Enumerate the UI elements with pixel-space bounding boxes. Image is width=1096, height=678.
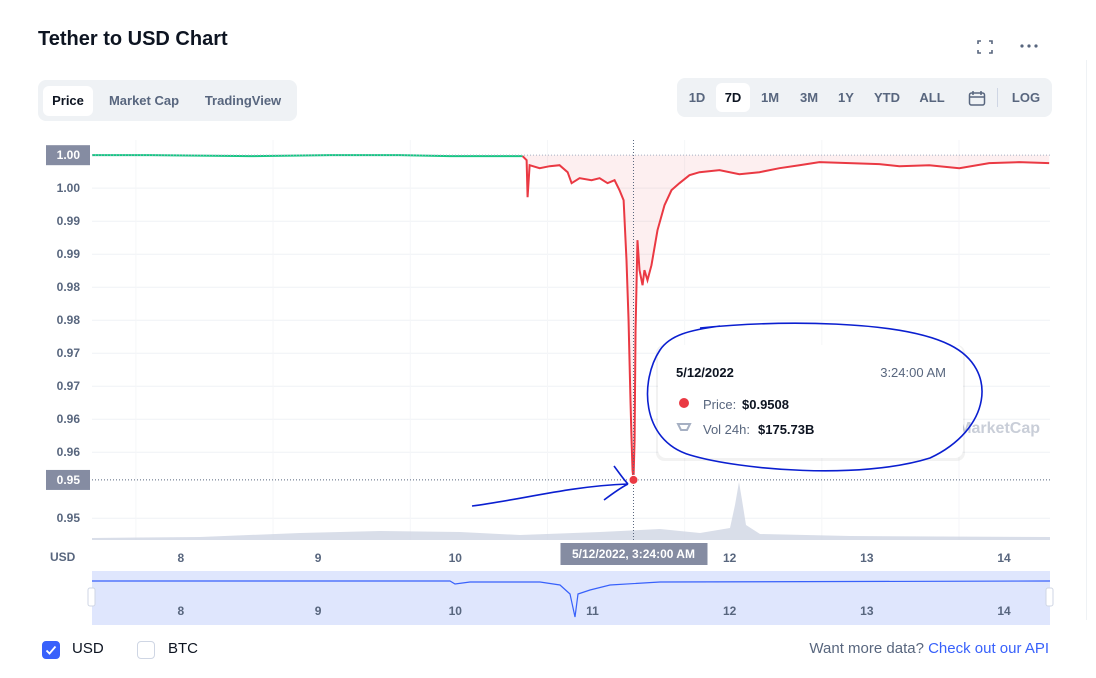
promo-text: Want more data? (809, 640, 924, 657)
calendar-icon[interactable] (968, 90, 986, 107)
y-tick-label: 0.98 (57, 313, 81, 327)
range-button[interactable]: 1M (760, 90, 780, 105)
x-tick-label: 8 (178, 551, 185, 565)
y-unit: USD (50, 550, 76, 564)
checkbox-label[interactable]: BTC (168, 640, 198, 657)
more-icon[interactable] (1018, 40, 1040, 52)
range-button[interactable]: YTD (874, 90, 900, 105)
tab-group: Price Market Cap TradingView (38, 80, 297, 121)
check-icon (45, 645, 57, 655)
api-link[interactable]: Check out our API (928, 640, 1049, 657)
range-button[interactable]: 7D (716, 83, 750, 112)
tooltip (658, 345, 963, 458)
checkbox[interactable] (137, 641, 155, 659)
checkbox-label[interactable]: USD (72, 640, 104, 657)
tooltip-date: 5/12/2022 (676, 365, 734, 380)
volume-area (92, 482, 1050, 540)
navigator-handle (1045, 587, 1054, 607)
crosshair-y-box (46, 469, 90, 490)
range-button[interactable]: LOG (1011, 90, 1041, 105)
x-tick-label: 10 (449, 551, 463, 565)
tooltip-price: $0.9508 (742, 397, 789, 412)
crosshair-x-label: 5/12/2022, 3:24:00 AM (572, 547, 695, 561)
x-tick-label: 13 (860, 551, 874, 565)
price-line (92, 154, 523, 158)
y-tick-label: 0.98 (57, 280, 81, 294)
checkbox-checked[interactable] (42, 641, 60, 659)
y-tick-label: 0.97 (57, 379, 81, 393)
hover-point (628, 474, 639, 485)
tooltip-volume-label: Vol 24h: (703, 422, 750, 437)
chart-title: Tether to USD Chart (38, 28, 228, 50)
navigator-line (92, 580, 1051, 618)
navigator-handle (87, 587, 96, 607)
navigator-tick-label: 9 (315, 604, 322, 618)
navigator-tick-label: 10 (449, 604, 463, 618)
x-tick-label: 9 (315, 551, 322, 565)
last-price-box (46, 145, 90, 166)
crosshair-y-label: 0.95 (57, 473, 81, 487)
navigator-tick-label: 11 (586, 604, 599, 618)
navigator-tick-label: 8 (178, 604, 185, 618)
crosshair-x-box (560, 543, 708, 565)
last-price-label: 1.00 (57, 148, 81, 162)
navigator-tick-label: 12 (723, 604, 737, 618)
y-tick-label: 1.00 (57, 181, 81, 195)
y-tick-label: 0.99 (57, 247, 81, 261)
tab[interactable]: TradingView (204, 93, 282, 108)
navigator-tick-label: 14 (997, 604, 1011, 618)
range-button[interactable]: 1D (688, 90, 706, 105)
y-tick-label: 0.96 (57, 445, 81, 459)
range-button[interactable]: 3M (799, 90, 819, 105)
tab[interactable]: Price (43, 86, 93, 116)
tooltip-volume-icon (676, 423, 692, 431)
line-area (522, 155, 1050, 480)
tooltip-dot (679, 398, 689, 408)
x-tick-label: 14 (997, 551, 1011, 565)
navigator-tick-label: 13 (860, 604, 874, 618)
y-tick-label: 0.99 (57, 214, 81, 228)
price-line (521, 155, 1050, 481)
api-promo: Want more data? Check out our API (809, 640, 1049, 657)
range-button[interactable]: 1Y (838, 90, 854, 105)
annotation-arrow (471, 465, 629, 507)
tooltip-volume: $175.73B (758, 422, 814, 437)
annotation-circle (646, 322, 983, 472)
side-panel-edge (1086, 60, 1096, 620)
range-button[interactable]: ALL (919, 90, 945, 105)
tab[interactable]: Market Cap (108, 93, 180, 108)
fullscreen-icon[interactable] (975, 38, 995, 56)
y-tick-label: 0.96 (57, 412, 81, 426)
tooltip-time: 3:24:00 AM (880, 365, 946, 380)
y-tick-label: 0.95 (57, 511, 81, 525)
divider (997, 88, 998, 107)
y-tick-label: 0.97 (57, 346, 81, 360)
chart: CoinMarketCap1.000.990.990.980.980.970.9… (46, 140, 1054, 625)
range-group: 1D 7D 1M 3M 1Y YTD ALL LOG (677, 78, 1052, 117)
x-tick-label: 12 (723, 551, 737, 565)
tooltip-price-label: Price: (703, 397, 736, 412)
